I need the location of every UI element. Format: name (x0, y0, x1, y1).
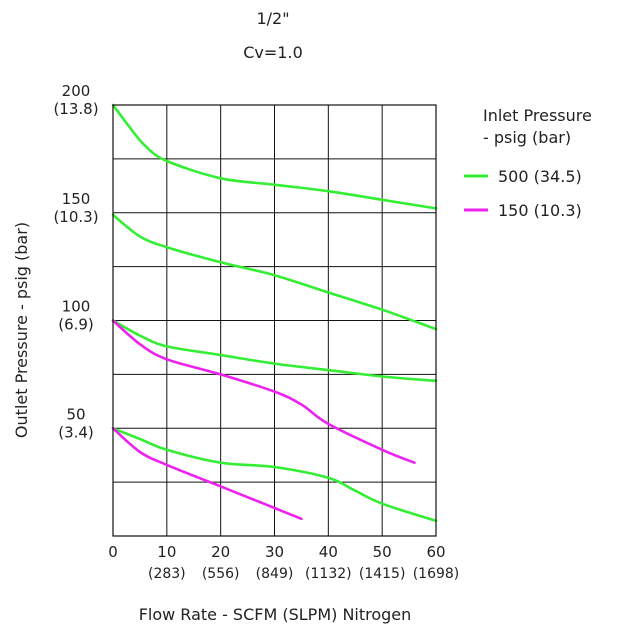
y-tick-label: 100 (62, 298, 91, 316)
y-tick-labels: 200(13.8) 150(10.3) 100(6.9) 50(3.4) (53, 82, 98, 441)
x-tick-sublabel: (556) (202, 566, 240, 582)
chart-title: 1/2" (256, 9, 289, 28)
x-tick-sublabel: (1698) (413, 566, 460, 582)
y-tick-label: 200 (62, 82, 91, 100)
x-tick-label: 10 (157, 543, 176, 561)
x-tick-label: 60 (426, 543, 445, 561)
plot-frame (112, 104, 437, 537)
chart-subtitle: Cv=1.0 (243, 43, 303, 62)
series-line (111, 213, 438, 331)
x-tick-label: 50 (373, 543, 392, 561)
x-axis-label: Flow Rate - SCFM (SLPM) Nitrogen (139, 605, 412, 624)
series-line (111, 319, 416, 464)
legend-label: 150 (10.3) (498, 201, 582, 220)
x-tick-sublabel: (1415) (359, 566, 406, 582)
y-tick-label: 50 (66, 405, 85, 423)
x-tick-labels: 0 10 (283) 20 (556) 30 (849) 40 (1132) 50 (1415) 60… (108, 543, 459, 582)
series-line (111, 319, 438, 383)
y-tick-sublabel: (3.4) (58, 423, 94, 441)
grid (113, 105, 436, 536)
x-tick-label: 20 (211, 543, 230, 561)
x-tick-label: 0 (108, 543, 118, 561)
y-tick-sublabel: (13.8) (53, 100, 98, 118)
legend-label: 500 (34.5) (498, 167, 582, 186)
y-tick-sublabel: (10.3) (53, 208, 98, 226)
y-tick-sublabel: (6.9) (58, 316, 94, 334)
x-tick-sublabel: (1132) (305, 566, 352, 582)
series-layer (111, 103, 438, 523)
x-tick-label: 40 (319, 543, 338, 561)
y-tick-label: 150 (62, 190, 91, 208)
legend: Inlet Pressure - psig (bar) 500 (34.5) 150 … (464, 106, 592, 220)
series-line (111, 103, 438, 210)
series-line (111, 427, 438, 523)
x-tick-label: 30 (265, 543, 284, 561)
x-tick-sublabel: (283) (148, 566, 186, 582)
legend-title: - psig (bar) (483, 128, 571, 147)
legend-title: Inlet Pressure (483, 106, 592, 125)
y-axis-label: Outlet Pressure - psig (bar) (12, 222, 31, 438)
x-tick-sublabel: (849) (256, 566, 294, 582)
series-line (111, 427, 303, 521)
